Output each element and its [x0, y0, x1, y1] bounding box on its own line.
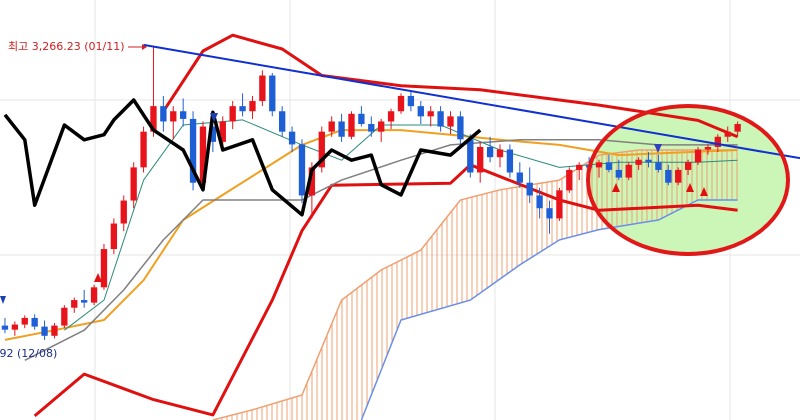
candle-body: [576, 164, 583, 170]
candle-body: [61, 307, 68, 326]
line: [162, 33, 739, 139]
candle-body: [308, 167, 316, 196]
candle-body: [71, 300, 78, 308]
candle-body: [130, 167, 137, 201]
candle-body: [506, 149, 514, 173]
candle-body: [595, 162, 603, 168]
low-label: ,92 (12/08): [0, 347, 57, 360]
line: [143, 43, 800, 160]
candle-body: [447, 116, 454, 127]
candle-body: [298, 144, 306, 196]
candle-body: [724, 131, 731, 137]
candle-body: [496, 149, 504, 158]
cloud-fill: [212, 150, 738, 420]
candle-body: [219, 121, 226, 142]
candle-body: [209, 126, 217, 142]
candle-body: [348, 113, 355, 137]
candle-body: [457, 116, 464, 140]
candle-body: [516, 172, 523, 183]
candle-body: [734, 124, 741, 132]
candle-body: [427, 111, 434, 117]
signals: [0, 44, 708, 304]
candle-body: [318, 131, 325, 168]
candle-body: [605, 162, 613, 170]
candle-body: [655, 162, 662, 170]
candle-body: [615, 169, 622, 178]
high-label: 최고 3,266.23 (01/11): [8, 40, 125, 53]
candle-body: [417, 106, 424, 117]
candle-body: [180, 111, 187, 119]
candle-body: [269, 75, 276, 112]
candle-body: [140, 131, 147, 168]
candle-body: [407, 95, 415, 107]
candle-body: [556, 190, 563, 219]
candle-body: [437, 111, 444, 127]
candle-body: [368, 124, 375, 132]
candle-body: [566, 169, 573, 191]
candle-body: [100, 249, 108, 288]
candle-body: [486, 146, 494, 158]
candle-body: [150, 106, 157, 132]
candle-body: [31, 317, 38, 327]
candle-body: [665, 169, 672, 183]
candle-body: [536, 195, 543, 209]
candle-body: [467, 139, 474, 173]
candle-body: [546, 208, 553, 219]
candle-body: [51, 325, 58, 336]
candle-body: [635, 159, 642, 165]
candle-body: [239, 106, 246, 112]
candle-body: [229, 106, 236, 122]
candle-body: [170, 111, 177, 122]
candle-body: [675, 169, 682, 183]
candle-body: [288, 131, 296, 145]
candle-body: [694, 149, 702, 163]
candle-body: [1, 325, 9, 330]
candle-body: [358, 113, 365, 125]
candle-body: [645, 159, 652, 163]
candle-body: [90, 287, 98, 303]
line: [24, 139, 738, 361]
candle-body: [625, 164, 632, 178]
candle-body: [338, 121, 345, 137]
candle-body: [189, 118, 197, 183]
candle-body: [279, 111, 286, 132]
candle-body: [704, 146, 712, 150]
candle-body: [684, 162, 692, 170]
candle-body: [11, 324, 19, 330]
candle-body: [249, 101, 256, 112]
candle-body: [477, 146, 484, 173]
candle-body: [199, 126, 207, 183]
candle-body: [714, 136, 721, 147]
candle-body: [120, 200, 127, 224]
candle-body: [378, 121, 385, 132]
candle-body: [110, 223, 118, 250]
line: [3, 98, 482, 217]
candle-body: [160, 106, 167, 122]
candle-body: [526, 182, 533, 196]
candle-body: [41, 326, 48, 336]
candle-body: [80, 300, 88, 303]
candle-body: [21, 317, 28, 325]
highlight-ring: [586, 104, 790, 256]
candle-body: [397, 95, 405, 112]
candle-body: [259, 75, 266, 102]
candle-body: [387, 111, 395, 122]
cloud-upper: [212, 149, 738, 420]
candle-body: [328, 121, 335, 132]
